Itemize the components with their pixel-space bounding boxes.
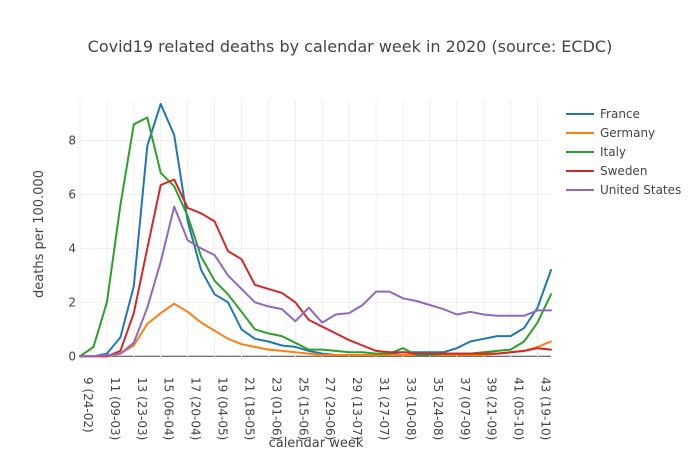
x-tick-label: 17 (20-04) [189, 377, 203, 440]
x-tick-label: 41 (05-10) [512, 377, 526, 440]
x-tick-label: 15 (06-04) [162, 377, 176, 440]
series-line-germany [79, 302, 552, 358]
legend-label: Germany [600, 126, 655, 140]
x-tick-label: 23 (01-06) [269, 377, 283, 440]
x-axis-label: calendar week [269, 436, 364, 450]
y-axis-label: deaths per 100.000 [32, 170, 47, 298]
y-tick-label: 8 [68, 133, 76, 147]
series-line-france [79, 103, 552, 358]
x-tick-label: 21 (18-05) [242, 377, 256, 440]
x-tick-label: 37 (07-09) [458, 377, 472, 440]
legend-item-united-states[interactable]: United States [566, 183, 681, 197]
x-tick-label: 13 (23-03) [135, 377, 149, 440]
x-tick-label: 9 (24-02) [81, 377, 95, 433]
x-tick-label: 39 (21-09) [485, 377, 499, 440]
x-tick-label: 33 (10-08) [404, 377, 418, 440]
x-tick-label: 11 (09-03) [108, 377, 122, 440]
y-tick-label: 4 [68, 241, 76, 255]
y-tick-label: 2 [68, 295, 76, 309]
legend-label: France [600, 107, 640, 121]
legend-item-italy[interactable]: Italy [566, 145, 626, 159]
legend[interactable]: France Germany Italy Sweden United States [566, 107, 681, 197]
legend-label: United States [600, 183, 681, 197]
series-line-united-states [79, 205, 552, 358]
legend-item-germany[interactable]: Germany [566, 126, 655, 140]
x-tick-label: 31 (27-07) [377, 377, 391, 440]
x-tick-label: 35 (24-08) [431, 377, 445, 440]
chart-title: Covid19 related deaths by calendar week … [88, 37, 613, 56]
legend-label: Italy [600, 145, 626, 159]
legend-item-sweden[interactable]: Sweden [566, 164, 647, 178]
legend-label: Sweden [600, 164, 647, 178]
y-tick-label: 0 [68, 349, 76, 363]
x-tick-label: 27 (29-06) [323, 377, 337, 440]
legend-item-france[interactable]: France [566, 107, 640, 121]
x-tick-label: 43 (19-10) [539, 377, 553, 440]
y-tick-label: 6 [68, 187, 76, 201]
x-tick-label: 19 (04-05) [216, 377, 230, 440]
x-axis-ticks: 9 (24-02) 11 (09-03) 13 (23-03) 15 (06-04) 1… [81, 377, 553, 440]
y-axis-ticks: 0 2 4 6 8 [68, 133, 76, 363]
x-tick-label: 29 (13-07) [350, 377, 364, 440]
series-line-sweden [79, 178, 552, 358]
x-tick-label: 25 (15-06) [296, 377, 310, 440]
series-layer [79, 103, 552, 358]
